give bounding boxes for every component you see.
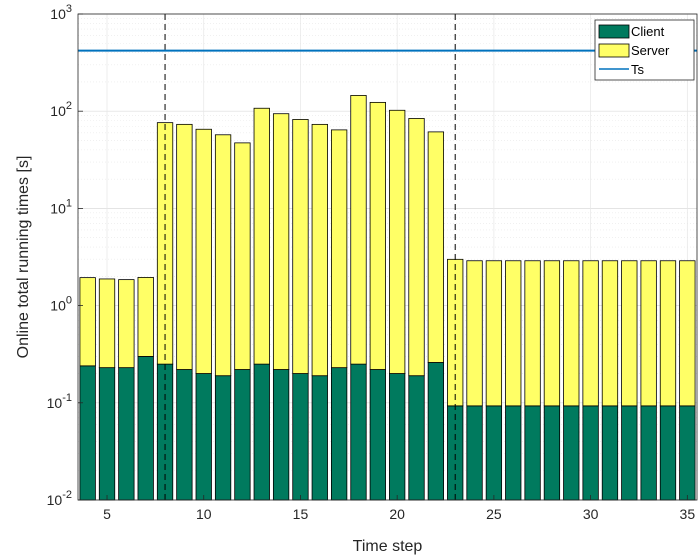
- bar-server-6: [118, 279, 135, 369]
- x-tick-label: 15: [293, 506, 309, 522]
- bar-server-33: [640, 260, 657, 407]
- bar-client-28: [543, 405, 561, 501]
- bar-server-27: [524, 260, 541, 407]
- y-tick-label: 10-2: [47, 489, 72, 508]
- bar-server-30: [582, 260, 599, 407]
- legend-label-server: Server: [631, 43, 670, 58]
- bar-client-33: [640, 405, 657, 501]
- legend-label-ts: Ts: [631, 62, 645, 77]
- y-tick-label: 10-1: [47, 392, 72, 411]
- y-tick-label: 102: [50, 100, 72, 119]
- bar-server-32: [621, 260, 638, 407]
- bar-server-4: [79, 277, 96, 367]
- x-tick-label: 35: [680, 506, 696, 522]
- bar-client-4: [79, 365, 96, 501]
- bar-client-6: [118, 367, 135, 501]
- bar-client-17: [331, 367, 348, 501]
- bar-client-24: [466, 405, 483, 501]
- bar-client-10: [195, 373, 212, 501]
- bar-server-12: [234, 142, 251, 370]
- bar-server-11: [214, 134, 232, 377]
- bar-client-9: [176, 369, 193, 501]
- x-tick-label: 20: [389, 506, 405, 522]
- bar-client-12: [234, 369, 251, 501]
- bar-server-31: [601, 260, 619, 407]
- x-axis-label: Time step: [353, 538, 423, 555]
- bar-client-11: [214, 375, 232, 501]
- y-tick-label: 103: [50, 3, 72, 22]
- y-axis-label: Online total running times [s]: [15, 156, 32, 359]
- bar-server-28: [543, 260, 561, 407]
- bar-server-9: [176, 123, 193, 370]
- y-tick-label: 101: [50, 197, 72, 216]
- bars: [79, 95, 696, 501]
- x-tick-label: 30: [583, 506, 599, 522]
- bar-client-32: [621, 405, 638, 501]
- bar-client-25: [485, 405, 503, 501]
- bar-server-7: [137, 277, 154, 357]
- bar-server-20: [389, 109, 406, 374]
- plot-frame: [77, 13, 698, 501]
- legend-swatch-client: [598, 24, 630, 39]
- legend-swatch-server: [598, 43, 630, 58]
- bar-server-22: [427, 131, 444, 363]
- bar-client-22: [427, 362, 444, 501]
- y-tick-label: 100: [50, 295, 72, 314]
- bar-client-27: [524, 405, 541, 501]
- bar-client-34: [659, 405, 677, 501]
- bar-client-7: [137, 356, 154, 501]
- bar-client-30: [582, 405, 599, 501]
- bar-server-21: [408, 118, 425, 377]
- bar-server-19: [369, 101, 386, 370]
- bar-server-23: [447, 258, 464, 407]
- bar-client-31: [601, 405, 619, 501]
- bar-server-5: [98, 278, 116, 369]
- bar-server-26: [505, 260, 522, 407]
- legend: Client Server Ts: [594, 19, 695, 81]
- bar-server-34: [659, 260, 677, 407]
- bar-server-13: [253, 107, 270, 365]
- bar-client-13: [253, 363, 270, 501]
- x-tick-label: 25: [486, 506, 502, 522]
- reference-lines: [78, 14, 697, 500]
- bar-client-26: [505, 405, 522, 501]
- x-tick-label: 5: [103, 506, 111, 522]
- bar-client-14: [272, 369, 290, 501]
- bar-server-24: [466, 260, 483, 407]
- x-tick-label: 10: [196, 506, 212, 522]
- bar-client-18: [350, 363, 367, 501]
- bar-server-25: [485, 260, 503, 407]
- bar-client-20: [389, 373, 406, 501]
- bar-server-10: [195, 128, 212, 374]
- bar-client-16: [311, 375, 328, 501]
- bar-client-15: [292, 373, 309, 501]
- axis-ticks: 5 10 15 20 25 30 35 10-2 10-1 100 101 102 103: [47, 3, 696, 522]
- bar-client-21: [408, 375, 425, 501]
- bar-server-18: [350, 95, 367, 365]
- bar-client-19: [369, 369, 386, 501]
- legend-label-client: Client: [631, 24, 665, 39]
- bar-server-17: [331, 129, 348, 369]
- bar-client-29: [563, 405, 580, 501]
- bar-server-29: [563, 260, 580, 407]
- bar-client-5: [98, 367, 116, 501]
- bar-server-16: [311, 123, 328, 377]
- bar-server-15: [292, 119, 309, 374]
- bar-server-14: [272, 113, 290, 370]
- bar-client-35: [679, 405, 696, 501]
- bar-server-35: [679, 260, 696, 407]
